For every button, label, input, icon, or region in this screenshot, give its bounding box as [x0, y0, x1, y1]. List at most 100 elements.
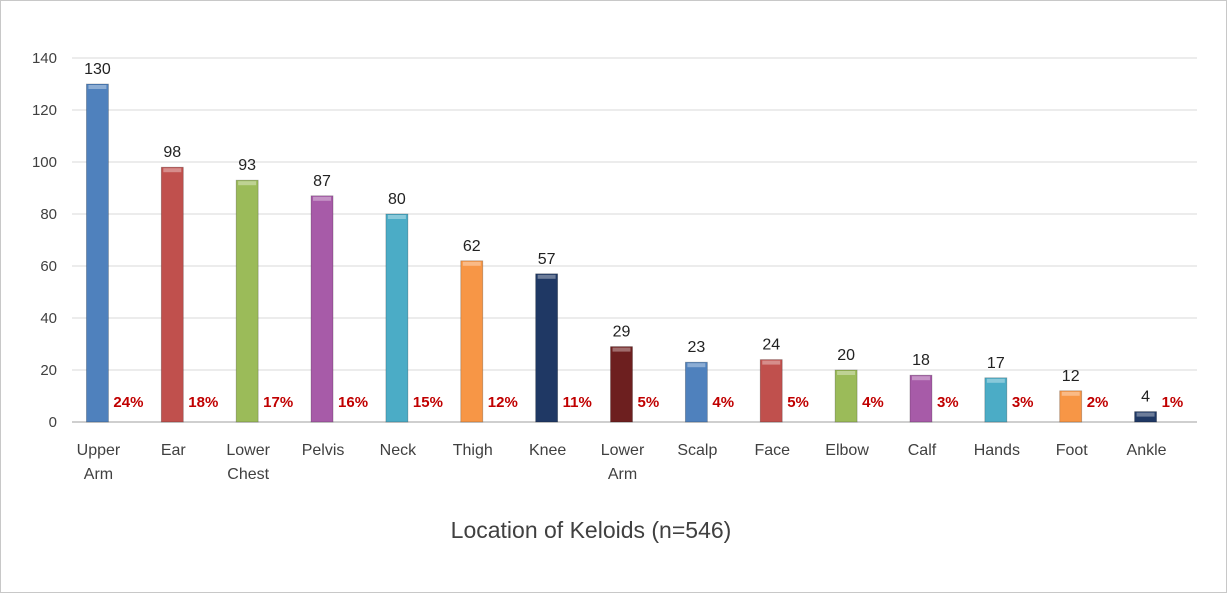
- bar-group: 4 1% Ankle: [1127, 389, 1184, 459]
- bar: [385, 213, 409, 423]
- bar-highlight: [238, 181, 257, 186]
- bar: [834, 369, 858, 423]
- y-tick-label: 100: [32, 154, 57, 171]
- percent-label: 1%: [1162, 394, 1184, 411]
- bar-group: 20 4% Elbow: [825, 347, 883, 459]
- value-label: 18: [912, 352, 930, 369]
- value-label: 12: [1062, 368, 1080, 385]
- percent-label: 16%: [338, 394, 368, 411]
- value-label: 62: [463, 238, 481, 255]
- bar-highlight: [1136, 412, 1155, 417]
- bar: [460, 260, 484, 423]
- category-label: Thigh: [453, 442, 493, 459]
- bar-highlight: [687, 363, 706, 368]
- percent-label: 3%: [937, 394, 959, 411]
- bar: [1059, 390, 1083, 423]
- bar-highlight: [387, 215, 406, 219]
- bar-highlight: [462, 261, 481, 266]
- category-label: Face: [754, 442, 790, 459]
- value-label: 4: [1141, 389, 1150, 406]
- bar-highlight: [762, 360, 781, 365]
- value-label: 130: [84, 61, 111, 78]
- bar-highlight: [612, 347, 631, 352]
- category-label: Elbow: [825, 442, 869, 459]
- value-label: 80: [388, 191, 406, 208]
- bar-group: 29 5% Lower Arm: [601, 324, 659, 483]
- y-tick-label: 140: [32, 50, 57, 67]
- y-tick-label: 40: [40, 310, 57, 327]
- bar-group: 80 15% Neck: [380, 191, 443, 459]
- y-tick-label: 80: [40, 206, 57, 223]
- bar: [759, 359, 783, 423]
- bar: [160, 166, 184, 423]
- bar-group: 62 12% Thigh: [453, 238, 518, 459]
- bar-group: 23 4% Scalp: [677, 339, 734, 459]
- category-label: Ear: [161, 442, 187, 459]
- bar-highlight: [911, 376, 930, 381]
- bar: [909, 374, 933, 423]
- value-label: 98: [163, 144, 181, 161]
- bar: [1134, 411, 1157, 423]
- bar-group: 57 11% Knee: [529, 251, 592, 459]
- percent-label: 3%: [1012, 394, 1034, 411]
- value-label: 57: [538, 251, 556, 268]
- category-label: Calf: [908, 442, 937, 459]
- bar-highlight: [88, 85, 107, 89]
- percent-label: 17%: [263, 394, 293, 411]
- bar: [684, 361, 708, 423]
- category-label: Ankle: [1127, 442, 1167, 459]
- bar-highlight: [313, 196, 332, 201]
- percent-label: 18%: [188, 394, 218, 411]
- category-label: Hands: [974, 442, 1020, 459]
- category-label: Lower Chest: [226, 442, 270, 483]
- bar-group: 12 2% Foot: [1056, 368, 1109, 459]
- y-tick-label: 20: [40, 362, 57, 379]
- value-label: 23: [687, 339, 705, 356]
- percent-label: 4%: [712, 394, 734, 411]
- value-label: 24: [762, 337, 780, 354]
- percent-label: 11%: [563, 394, 592, 411]
- bar: [535, 273, 559, 423]
- bar: [610, 346, 633, 423]
- bar-highlight: [837, 371, 856, 375]
- value-label: 93: [238, 157, 256, 174]
- bar-group: 87 16% Pelvis: [302, 173, 368, 459]
- bar: [235, 179, 259, 423]
- bar: [984, 377, 1008, 423]
- bar: [310, 195, 334, 423]
- bar-group: 17 3% Hands: [974, 355, 1034, 459]
- bar-group: 24 5% Face: [754, 337, 808, 459]
- bar-highlight: [163, 168, 182, 173]
- bar-highlight: [537, 274, 556, 279]
- bar-group: 93 17% Lower Chest: [226, 157, 293, 483]
- percent-label: 12%: [488, 394, 518, 411]
- bar-group: 98 18% Ear: [161, 144, 218, 459]
- percent-label: 2%: [1087, 394, 1109, 411]
- bar-group: 18 3% Calf: [908, 352, 959, 459]
- chart-title: Location of Keloids (n=546): [451, 517, 732, 543]
- percent-label: 5%: [787, 394, 809, 411]
- bar-highlight: [1061, 391, 1080, 396]
- percent-label: 4%: [862, 394, 884, 411]
- y-tick-label: 120: [32, 102, 57, 119]
- percent-label: 15%: [413, 394, 443, 411]
- value-label: 29: [613, 324, 631, 341]
- value-label: 87: [313, 173, 331, 190]
- y-tick-label: 60: [40, 258, 57, 275]
- category-label: Foot: [1056, 442, 1089, 459]
- percent-label: 24%: [113, 394, 143, 411]
- category-label: Scalp: [677, 442, 717, 459]
- bar-highlight: [986, 378, 1005, 383]
- category-label: Knee: [529, 442, 566, 459]
- category-label: Lower Arm: [601, 442, 645, 483]
- value-label: 17: [987, 355, 1005, 372]
- category-label: Neck: [380, 442, 417, 459]
- category-label: Upper Arm: [77, 442, 121, 483]
- y-tick-label: 0: [49, 414, 57, 431]
- value-label: 20: [837, 347, 855, 364]
- bar-group: 130 24% Upper Arm: [77, 61, 144, 483]
- percent-label: 5%: [638, 394, 660, 411]
- category-label: Pelvis: [302, 442, 345, 459]
- bar: [86, 83, 109, 423]
